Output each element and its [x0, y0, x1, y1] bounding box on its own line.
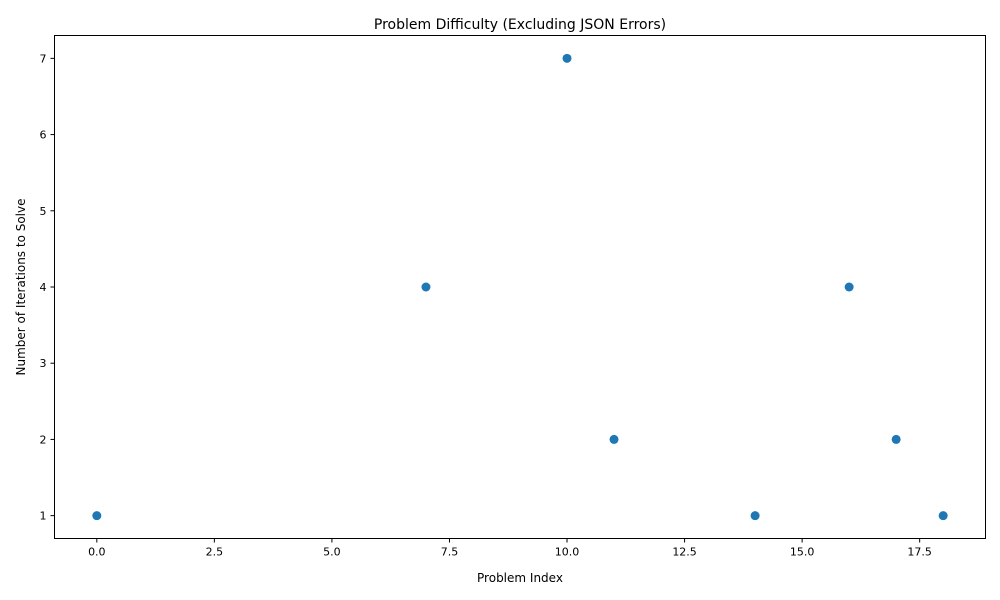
data-point: [891, 434, 901, 444]
x-tick-label: 0.0: [88, 546, 106, 559]
data-point: [562, 53, 572, 63]
data-point: [92, 511, 102, 521]
data-point: [609, 434, 619, 444]
data-point: [750, 511, 760, 521]
y-tick-label: 2: [40, 433, 47, 446]
y-axis-ticks: 1 2 3 4 5 6 7: [40, 52, 55, 523]
y-tick-label: 4: [40, 281, 47, 294]
x-tick-label: 7.5: [441, 546, 459, 559]
x-tick-label: 15.0: [790, 546, 815, 559]
x-tick-label: 5.0: [323, 546, 341, 559]
y-tick-label: 6: [40, 129, 47, 142]
chart-title: Problem Difficulty (Excluding JSON Error…: [374, 17, 666, 33]
y-tick-label: 3: [40, 357, 47, 370]
y-tick-label: 5: [40, 205, 47, 218]
x-axis-ticks: 0.0 2.5 5.0 7.5 10.0 12.5 15.0 17.5: [88, 538, 932, 559]
x-tick-label: 10.0: [555, 546, 580, 559]
data-point: [844, 282, 854, 292]
data-points: [92, 53, 948, 521]
x-tick-label: 12.5: [672, 546, 697, 559]
data-point: [938, 511, 948, 521]
data-point: [421, 282, 431, 292]
y-tick-label: 7: [40, 52, 47, 65]
x-tick-label: 2.5: [206, 546, 224, 559]
x-axis-label: Problem Index: [477, 571, 563, 585]
y-axis-label: Number of Iterations to Solve: [14, 198, 28, 375]
x-tick-label: 17.5: [907, 546, 932, 559]
y-tick-label: 1: [40, 510, 47, 523]
